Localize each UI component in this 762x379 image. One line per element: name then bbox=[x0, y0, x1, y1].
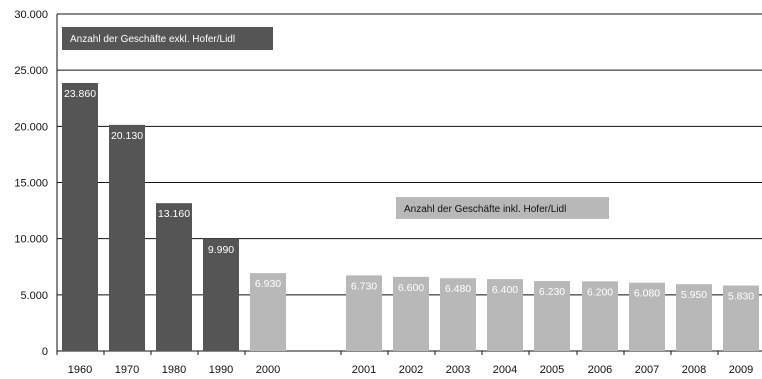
bar-2008 bbox=[676, 284, 712, 351]
y-axis-tick-labels: 0 5.000 10.000 15.000 20.000 25.000 30.000 bbox=[14, 9, 48, 358]
legend-label-dark: Anzahl der Geschäfte exkl. Hofer/Lidl bbox=[70, 34, 235, 45]
data-label-2004: 6.400 bbox=[492, 284, 518, 296]
x-axis-tick-labels: 1960 1970 1980 1990 2000 2001 2002 2003 2004 2005… bbox=[68, 364, 753, 376]
x-tick-label-2000: 2000 bbox=[256, 364, 280, 376]
bar-2003 bbox=[440, 278, 476, 351]
y-tick-label: 5.000 bbox=[20, 290, 48, 302]
bar-2001 bbox=[346, 275, 382, 351]
x-tick-label-2009: 2009 bbox=[729, 364, 753, 376]
bar-1980 bbox=[156, 203, 192, 351]
data-label-1960: 23.860 bbox=[64, 88, 96, 100]
data-label-2003: 6.480 bbox=[445, 283, 471, 295]
bar-1990 bbox=[203, 238, 239, 351]
y-tick-label: 0 bbox=[42, 346, 48, 358]
y-tick-label: 15.000 bbox=[14, 178, 48, 190]
x-tick-label-2004: 2004 bbox=[493, 364, 517, 376]
legend-box-light bbox=[396, 197, 609, 219]
data-label-1970: 20.130 bbox=[111, 130, 143, 142]
x-tick-label-1970: 1970 bbox=[115, 364, 139, 376]
x-tick-label-2006: 2006 bbox=[588, 364, 612, 376]
legend: Anzahl der Geschäfte exkl. Hofer/Lidl An… bbox=[62, 27, 609, 219]
bar-1960 bbox=[62, 82, 98, 352]
legend-label-light: Anzahl der Geschäfte inkl. Hofer/Lidl bbox=[404, 204, 566, 215]
bars bbox=[62, 82, 759, 352]
data-labels: 23.860 20.130 13.160 9.990 6.930 6.730 6.600 6.… bbox=[64, 88, 754, 303]
data-label-2005: 6.230 bbox=[539, 286, 565, 298]
bar-2000 bbox=[250, 273, 286, 351]
data-label-2001: 6.730 bbox=[351, 280, 377, 292]
bar-1970 bbox=[109, 124, 145, 351]
bar-2007 bbox=[629, 282, 665, 351]
bar-2006 bbox=[582, 281, 618, 351]
bar-2009 bbox=[723, 285, 759, 351]
legend-box-dark bbox=[62, 27, 273, 50]
data-label-2000: 6.930 bbox=[255, 278, 281, 290]
x-tick-label-1990: 1990 bbox=[209, 364, 233, 376]
y-tick-label: 25.000 bbox=[14, 65, 48, 77]
data-label-2007: 6.080 bbox=[634, 288, 660, 300]
bar-2004 bbox=[487, 279, 523, 351]
data-label-2002: 6.600 bbox=[398, 282, 424, 294]
data-label-1990: 9.990 bbox=[208, 244, 234, 256]
x-tick-label-2003: 2003 bbox=[446, 364, 470, 376]
x-tick-label-2007: 2007 bbox=[635, 364, 659, 376]
x-tick-label-1960: 1960 bbox=[68, 364, 92, 376]
data-label-2009: 5.830 bbox=[728, 291, 754, 303]
x-tick-label-2005: 2005 bbox=[540, 364, 564, 376]
bar-2005 bbox=[534, 281, 570, 351]
x-tick-label-2001: 2001 bbox=[352, 364, 376, 376]
y-tick-label: 30.000 bbox=[14, 9, 48, 21]
data-label-1980: 13.160 bbox=[158, 208, 190, 220]
y-tick-label: 20.000 bbox=[14, 121, 48, 133]
x-tick-label-2008: 2008 bbox=[682, 364, 706, 376]
x-tick-label-1980: 1980 bbox=[162, 364, 186, 376]
data-label-2006: 6.200 bbox=[587, 286, 613, 298]
y-tick-label: 10.000 bbox=[14, 234, 48, 246]
bar-2002 bbox=[393, 276, 429, 351]
x-tick-label-2002: 2002 bbox=[399, 364, 423, 376]
data-label-2008: 5.950 bbox=[681, 289, 707, 301]
